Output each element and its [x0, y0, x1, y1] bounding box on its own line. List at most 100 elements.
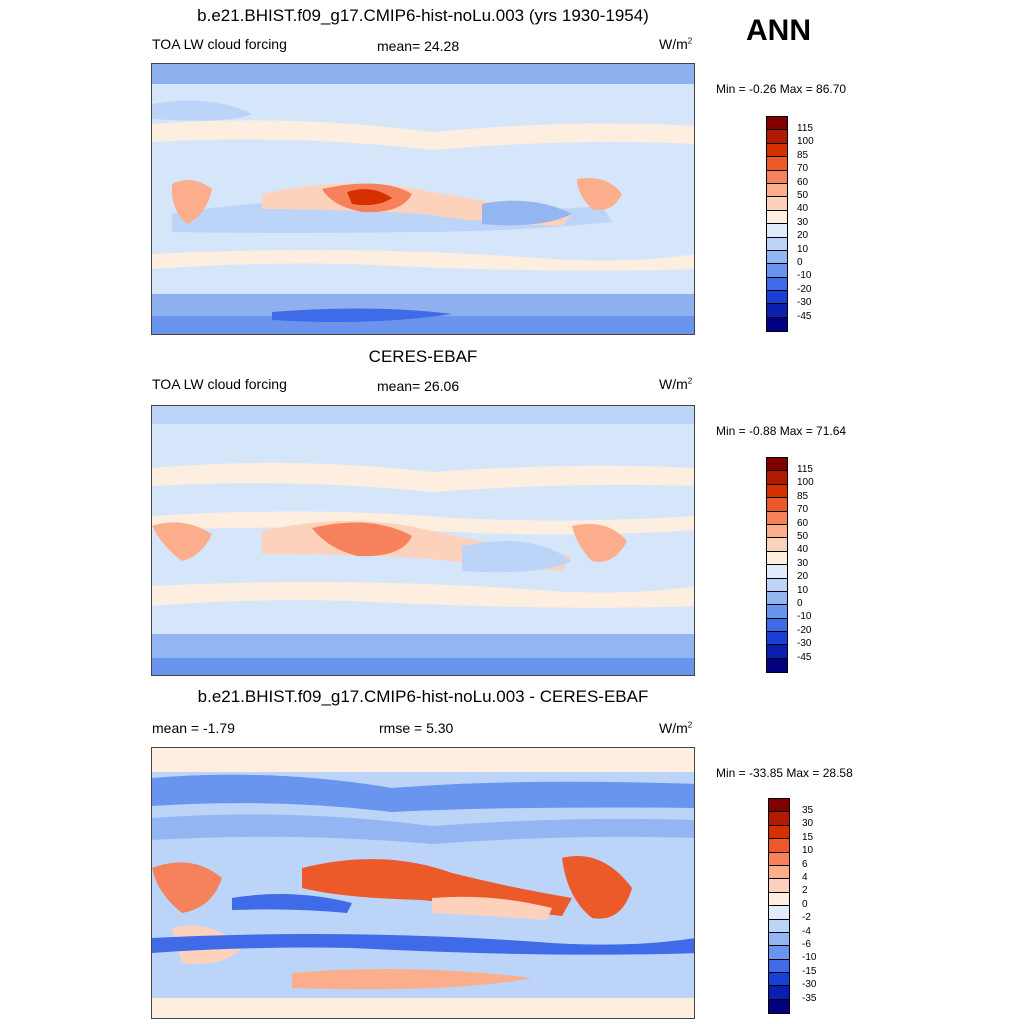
panel-2-tick: 30: [797, 557, 809, 569]
colorbar-box: [767, 183, 787, 198]
panel-2-minmax: Min = -0.88 Max = 71.64: [716, 424, 847, 438]
colorbar-box: [769, 932, 789, 947]
colorbar-box: [769, 839, 789, 853]
panel-1-tick: -45: [797, 310, 812, 322]
colorbar-box: [767, 605, 787, 619]
panel-2-tick: 20: [797, 571, 809, 583]
panel-1-map: [151, 63, 695, 335]
colorbar-box: [767, 317, 787, 332]
colorbar-box: [767, 511, 787, 525]
panel-1-tick: 100: [797, 136, 814, 148]
panel-2-tick: 40: [797, 544, 809, 556]
colorbar-box: [767, 551, 787, 566]
panel-3-tick: 15: [802, 831, 814, 843]
colorbar-box: [769, 986, 789, 1000]
panel-2-colorbar: [766, 457, 788, 674]
panel-3-tick: -10: [802, 952, 817, 964]
panel-1-tick: 10: [797, 243, 809, 255]
panel-2-tick: -10: [797, 611, 812, 623]
panel-1-tick: 70: [797, 163, 809, 175]
colorbar-box: [767, 498, 787, 512]
colorbar-box: [769, 812, 789, 826]
colorbar-box: [767, 484, 787, 499]
panel-3-tick: -6: [802, 939, 811, 950]
colorbar-box: [767, 632, 787, 646]
colorbar-box: [767, 471, 787, 485]
colorbar-box: [767, 237, 787, 251]
panel-1-tick: 0: [797, 257, 803, 268]
panel-1-tick: 115: [797, 123, 813, 134]
panel-3-tick: -35: [802, 992, 817, 1004]
colorbar-box: [769, 865, 789, 880]
panel-2-tick: 100: [797, 477, 814, 489]
panel-2-tick: 50: [797, 531, 809, 542]
colorbar-box: [769, 919, 789, 933]
panel-2-variable: TOA LW cloud forcing: [152, 376, 287, 392]
panel-2-tick: -20: [797, 624, 812, 636]
panel-1-tick: 85: [797, 149, 809, 161]
colorbar-box: [769, 959, 789, 974]
colorbar-box: [769, 946, 789, 960]
panel-1-mean: mean= 24.28: [377, 38, 460, 54]
panel-1-tick: 50: [797, 190, 809, 201]
colorbar-box: [767, 264, 787, 278]
panel-3-mean: mean = -1.79: [152, 720, 235, 736]
colorbar-box: [767, 658, 787, 673]
panel-3-minmax: Min = -33.85 Max = 28.58: [716, 766, 853, 780]
panel-3-colorbar: [768, 798, 790, 1015]
panel-3-tick: 2: [802, 885, 808, 897]
panel-2-map: [151, 405, 695, 676]
colorbar-box: [767, 458, 787, 472]
colorbar-box: [769, 799, 789, 813]
panel-1-tick: -30: [797, 297, 812, 309]
colorbar-box: [767, 143, 787, 158]
panel-3-tick: 4: [802, 872, 808, 883]
colorbar-box: [767, 157, 787, 171]
colorbar-box: [767, 250, 787, 265]
panel-3-units: W/m2: [659, 720, 693, 736]
panel-2-tick: 10: [797, 584, 809, 596]
panel-3-tick: -2: [802, 912, 811, 924]
colorbar-box: [767, 645, 787, 659]
panel-2-tick: 70: [797, 504, 809, 516]
colorbar-box: [767, 524, 787, 539]
panel-2-tick: -45: [797, 651, 812, 663]
colorbar-box: [767, 224, 787, 238]
panel-3-tick: 10: [802, 845, 814, 857]
panel-2-mean: mean= 26.06: [377, 378, 460, 394]
panel-2-tick: 85: [797, 490, 809, 502]
panel-3-tick: 35: [802, 805, 814, 816]
panel-1-title: b.e21.BHIST.f09_g17.CMIP6-hist-noLu.003 …: [197, 6, 649, 25]
panel-1-variable: TOA LW cloud forcing: [152, 36, 287, 52]
colorbar-box: [769, 852, 789, 866]
colorbar-box: [769, 999, 789, 1014]
panel-3-rmse: rmse = 5.30: [379, 720, 454, 736]
panel-2-tick: -30: [797, 638, 812, 650]
panel-3-map: [151, 747, 695, 1019]
colorbar-box: [767, 565, 787, 579]
colorbar-box: [767, 578, 787, 592]
colorbar-box: [767, 170, 787, 184]
panel-1-tick: 20: [797, 230, 809, 242]
colorbar-box: [767, 591, 787, 606]
panel-2-tick: 115: [797, 464, 813, 475]
colorbar-box: [767, 197, 787, 211]
panel-2-title: CERES-EBAF: [368, 347, 478, 366]
panel-1-units: W/m2: [659, 36, 693, 52]
panel-1-tick: 30: [797, 216, 809, 228]
panel-3-tick: 0: [802, 898, 808, 910]
panel-3-tick: -30: [802, 979, 817, 991]
colorbar-box: [769, 906, 789, 920]
colorbar-box: [767, 304, 787, 318]
colorbar-box: [767, 117, 787, 131]
colorbar-box: [769, 892, 789, 907]
panel-1-tick: -10: [797, 270, 812, 282]
panel-2-tick: 0: [797, 598, 803, 609]
panel-1-tick: -20: [797, 283, 812, 295]
panel-1-tick: 40: [797, 203, 809, 215]
colorbar-box: [767, 618, 787, 633]
panel-3-tick: 30: [802, 818, 814, 830]
panel-2-units: W/m2: [659, 376, 693, 392]
panel-3-tick: -4: [802, 925, 811, 937]
colorbar-box: [769, 879, 789, 893]
